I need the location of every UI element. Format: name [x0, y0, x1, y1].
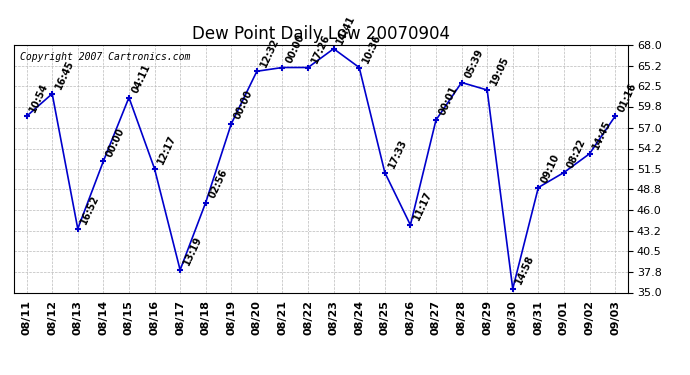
Text: 01:16: 01:16 [616, 81, 639, 114]
Text: 02:56: 02:56 [207, 167, 229, 200]
Text: 10:54: 10:54 [28, 81, 50, 114]
Text: Copyright 2007 Cartronics.com: Copyright 2007 Cartronics.com [20, 53, 190, 62]
Text: 17:33: 17:33 [386, 137, 408, 170]
Text: 10:36: 10:36 [361, 32, 383, 65]
Text: 16:45: 16:45 [54, 58, 76, 91]
Text: 08:22: 08:22 [565, 137, 588, 170]
Text: 11:17: 11:17 [412, 190, 434, 222]
Text: 14:45: 14:45 [591, 118, 613, 151]
Text: 05:39: 05:39 [463, 47, 485, 80]
Text: 17:26: 17:26 [309, 32, 332, 65]
Text: 00:00: 00:00 [284, 32, 306, 65]
Title: Dew Point Daily Low 20070904: Dew Point Daily Low 20070904 [192, 26, 450, 44]
Text: 13:19: 13:19 [181, 235, 204, 267]
Text: 00:01: 00:01 [437, 85, 460, 117]
Text: 12:32: 12:32 [258, 36, 280, 69]
Text: 12:17: 12:17 [156, 134, 178, 166]
Text: 14:41: 14:41 [335, 13, 357, 46]
Text: 19:05: 19:05 [489, 55, 511, 87]
Text: 09:10: 09:10 [540, 152, 562, 185]
Text: 16:52: 16:52 [79, 194, 101, 226]
Text: 00:00: 00:00 [105, 126, 127, 159]
Text: 00:00: 00:00 [233, 88, 255, 121]
Text: 14:58: 14:58 [514, 254, 536, 286]
Text: 04:11: 04:11 [130, 62, 152, 95]
